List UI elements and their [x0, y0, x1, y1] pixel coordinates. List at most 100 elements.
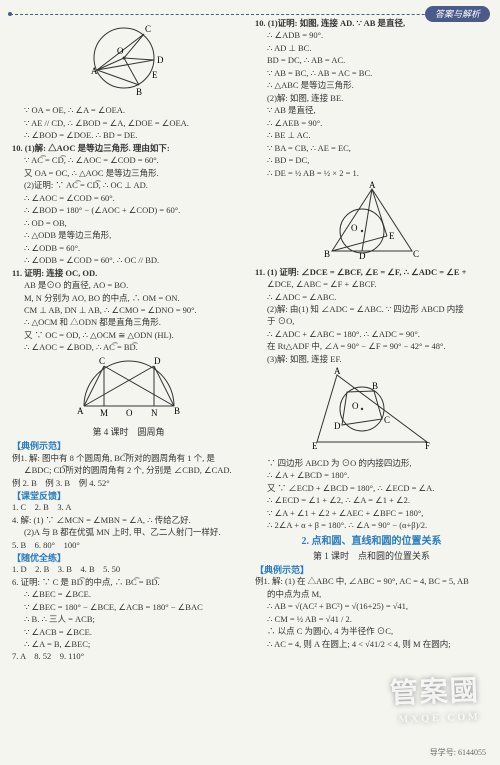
text-line: ∴ ∠A = B, ∠BEC; — [12, 639, 245, 650]
text-line: 又 ∵ ∠ECD + ∠BCD = 180°, ∴ ∠ECD = ∠A. — [255, 483, 488, 494]
text-line: ∴ ∠ODB = 60°. — [12, 243, 245, 254]
text-line: M, N 分别为 AO, BO 的中点, ∴ OM = ON. — [12, 293, 245, 304]
fig1-label-A: A — [91, 66, 98, 76]
section-2-title: 2. 点和圆、直线和圆的位置关系 — [255, 535, 488, 549]
text-line: 例1. 解: 图中有 8 个圆周角, BC͡所对的圆周角有 1 个, 是 — [12, 453, 245, 464]
figure-semicircle: A B C D M N O — [12, 356, 245, 424]
fig2-B: B — [174, 406, 180, 416]
fig2-O: O — [126, 408, 133, 418]
lesson-4-title: 第 4 课时 圆周角 — [12, 426, 245, 438]
figure-triangle-circle-1: A B C D E O — [255, 181, 488, 264]
text-line: ∴ △ODB 是等边三角形, — [12, 230, 245, 241]
text-line: CM ⊥ AB, DN ⊥ AB, ∴ ∠CMO = ∠DNO = 90°. — [12, 305, 245, 316]
rfig1-E: E — [389, 231, 395, 241]
text-line: BD = DC, ∴ AB = AC. — [255, 55, 488, 66]
rfig2-E: E — [312, 441, 318, 451]
text-line: ∴ ∠AEB = 90°. — [255, 118, 488, 129]
text-line: ∵ AC͡ = CD͡, ∴ ∠AOC = ∠COD = 60°. — [12, 155, 245, 166]
footer-code: 导学号: 6144055 — [430, 748, 486, 759]
text-line: ∴ ∠BOD = ∠DOE. ∴ BD = DE. — [12, 130, 245, 141]
text-line: ∴ ∠ADC + ∠ABC = 180°. ∴ ∠ADC = 90°. — [255, 329, 488, 340]
rfig2-C: C — [384, 415, 390, 425]
text-line: 的中点为点 M, — [255, 589, 488, 600]
fig1-label-B: B — [136, 87, 142, 97]
text-line: (2)解: 由(1) 知 ∠ADC = ∠ABC. ∵ 四边形 ABCD 内接 — [255, 304, 488, 315]
text-line: AB 是⊙O 的直径, AO = BO. — [12, 280, 245, 291]
text-line: ∴ △OCM 和 △ODN 都是直角三角形. — [12, 317, 245, 328]
text-line: ∴ 以点 C 为圆心, 4 为半径作 ⊙C, — [255, 626, 488, 637]
fig2-D: D — [154, 356, 161, 366]
right-column: 10. (1)证明: 如图, 连接 AD. ∵ AB 是直径, ∴ ∠ADB =… — [255, 18, 488, 753]
text-line: 1. C 2. B 3. A — [12, 502, 245, 513]
text-line: ∵ AE // CD, ∴ ∠BOD = ∠A, ∠DOE = ∠OEA. — [12, 118, 245, 129]
rfig1-O: O — [351, 223, 358, 233]
text-line: 例 2. B 例 3. B 例 4. 52° — [12, 478, 245, 489]
rfig1-C: C — [413, 249, 419, 259]
example-heading: 【典例示范】 — [12, 440, 245, 452]
text-line: ∵ ∠BEC = 180° − ∠BCE, ∠ACB = 180° − ∠BAC — [12, 602, 245, 613]
feedback-heading: 【课堂反馈】 — [12, 490, 245, 502]
fig2-N: N — [151, 408, 158, 418]
text-line: ∴ ∠BEC = ∠BCE. — [12, 589, 245, 600]
text-line: ∴ 2∠A + α + β = 180°. ∴ ∠A = 90° − (α+β)… — [255, 520, 488, 531]
text-line: ∴ ∠ODB = ∠COD = 60°. ∴ OC // BD. — [12, 255, 245, 266]
rfig2-B: B — [372, 381, 378, 391]
text-line: 6. 证明: ∵ C 是 BD͡ 的中点, ∴ BC͡ = BD͡. — [12, 577, 245, 588]
text-line: ∴ B. ∴ 三人 = ACB; — [12, 614, 245, 625]
text-line: ∴ AD ⊥ BC. — [255, 43, 488, 54]
text-line: (2)A 与 B 都在优弧 MN 上时, 甲、乙二人射门一样好. — [12, 527, 245, 538]
rfig2-D: D — [334, 421, 341, 431]
text-line: ∴ ∠AOC = ∠COD = 60°. — [12, 193, 245, 204]
text-line: ∠BDC; CD͡所对的圆周角有 2 个, 分别是 ∠CBD, ∠CAD. — [12, 465, 245, 476]
rfig2-O: O — [352, 401, 359, 411]
text-line: 于 ⊙O, — [255, 316, 488, 327]
text-line: ∴ AC = 4, 则 A 在圆上; 4 < √41/2 < 4, 则 M 在圆… — [255, 639, 488, 650]
top-rule — [10, 14, 490, 15]
practice-heading: 【随优全练】 — [12, 552, 245, 564]
text-line: ∠DCE, ∠ABC = ∠F + ∠BCF. — [255, 279, 488, 290]
text-line: ∵ ∠A + ∠1 + ∠2 + ∠AEC + ∠BFC = 180°, — [255, 508, 488, 519]
text-line: 10. (1)解: △AOC 是等边三角形. 理由如下: — [12, 143, 245, 154]
text-line: ∵ AB = BC, ∴ AB = AC = BC. — [255, 68, 488, 79]
text-line: 又 ∵ OC = OD, ∴ △OCM ≅ △ODN (HL). — [12, 330, 245, 341]
text-line: ∴ ∠BOD = 180° − (∠AOC + ∠COD) = 60°. — [12, 205, 245, 216]
rfig2-A: A — [334, 367, 341, 376]
text-line: (2)解: 如图, 连接 BE. — [255, 93, 488, 104]
left-column: A B C D E O ∵ OA = OE, ∴ ∠A = ∠OEA. ∵ AE… — [12, 18, 245, 753]
text-line: 11. (1) 证明: ∠DCE = ∠BCF, ∠E = ∠F, ∴ ∠ADC… — [255, 267, 488, 278]
text-line: (3)解: 如图, 连接 EF. — [255, 354, 488, 365]
rfig1-D: D — [359, 251, 366, 261]
example-heading-r: 【典例示范】 — [255, 564, 488, 576]
rfig2-F: F — [425, 441, 430, 451]
fig1-label-D: D — [157, 55, 164, 65]
text-line: 7. A 8. 52 9. 110° — [12, 651, 245, 662]
text-line: 在 Rt△ADF 中, ∠A = 90° − ∠F = 90° − 42° = … — [255, 341, 488, 352]
fig1-label-O: O — [117, 46, 124, 56]
text-line: ∵ ∠ACB = ∠BCE. — [12, 627, 245, 638]
text-line: ∴ △ABC 是等边三角形. — [255, 80, 488, 91]
text-line: ∵ AB 是直径, — [255, 105, 488, 116]
fig1-label-C: C — [145, 24, 151, 34]
text-line: ∵ 四边形 ABCD 为 ⊙O 的内接四边形, — [255, 458, 488, 469]
text-line: ∵ OA = OE, ∴ ∠A = ∠OEA. — [12, 105, 245, 116]
text-line: ∴ BD = DC, — [255, 155, 488, 166]
fig1-label-E: E — [152, 70, 158, 80]
header-tag: 答案与解析 — [425, 6, 490, 22]
text-line: (2)证明: ∵ AC͡ = CD͡, ∴ OC ⊥ AD. — [12, 180, 245, 191]
text-line: ∵ BA = CB, ∴ AE = EC, — [255, 143, 488, 154]
text-line: 例1. 解: (1) 在 △ABC 中, ∠ABC = 90°, AC = 4,… — [255, 576, 488, 587]
text-line: ∴ ∠ECD = ∠1 + ∠2, ∴ ∠A = ∠1 + ∠2. — [255, 495, 488, 506]
text-line: 1. D 2. B 3. B 4. B 5. 50 — [12, 564, 245, 575]
text-line: ∴ ∠ADB = 90°. — [255, 30, 488, 41]
text-line: ∴ ∠ADC = ∠ABC. — [255, 292, 488, 303]
fig2-C: C — [99, 356, 105, 366]
text-line: ∴ CM = ½ AB = √41 / 2. — [255, 614, 488, 625]
text-line: ∴ AB = √(AC² + BC²) = √(16+25) = √41, — [255, 601, 488, 612]
text-line: ∴ ∠AOC = ∠BOD, ∴ AC͡ = BD͡. — [12, 342, 245, 353]
text-line: 又 OA = OC, ∴ △AOC 是等边三角形. — [12, 168, 245, 179]
lesson-1-title: 第 1 课时 点和圆的位置关系 — [255, 550, 488, 562]
rfig1-A: A — [369, 181, 376, 190]
text-line: 4. 解: (1) ∵ ∠MCN = ∠MBN = ∠A, ∴ 传给乙好. — [12, 515, 245, 526]
text-line: ∴ ∠A + ∠BCD = 180°. — [255, 470, 488, 481]
text-line: ∴ BE ⊥ AC. — [255, 130, 488, 141]
